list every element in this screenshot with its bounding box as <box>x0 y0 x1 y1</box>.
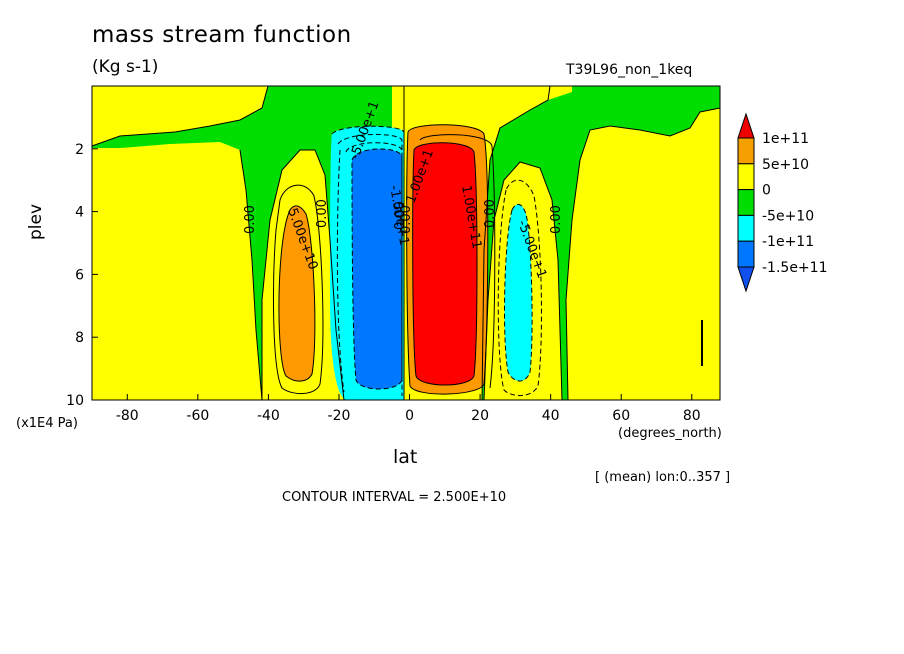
x-tick-label: 80 <box>683 408 701 424</box>
contour-lines <box>91 85 721 401</box>
x-axis-unit: (degrees_north) <box>618 426 722 441</box>
x-tick-label: 0 <box>405 408 414 424</box>
colorbar-segment <box>737 137 755 165</box>
region-blue-south <box>352 148 402 389</box>
region-cyan-north <box>504 204 533 381</box>
contour-label: 0.00 <box>393 201 408 230</box>
region-orange-south <box>278 205 315 382</box>
colorbar: 1e+11 5e+10 0 -5e+10 -1e+11 -1.5e+11 <box>737 112 827 293</box>
y-tick-label: 4 <box>75 205 84 221</box>
chart-title: mass stream function <box>92 22 352 48</box>
plot-frame <box>91 85 721 401</box>
x-axis-label: lat <box>393 446 418 468</box>
colorbar-label: -1.5e+11 <box>762 260 827 276</box>
colorbar-segment <box>737 214 755 242</box>
colorbar-label: 0 <box>762 183 771 199</box>
x-tick-label: -40 <box>257 408 280 424</box>
chart-units: (Kg s-1) <box>92 57 159 77</box>
contour-label: 0.00 <box>549 205 564 234</box>
y-tick-label: 6 <box>75 267 84 283</box>
colorbar-segment <box>737 189 755 216</box>
region-red-north <box>412 142 477 385</box>
colorbar-top-triangle <box>737 112 755 139</box>
colorbar-label: -5e+10 <box>762 208 814 224</box>
colorbar-segment <box>737 163 755 191</box>
y-tick-label: 10 <box>66 393 84 409</box>
run-label: T39L96_non_1keq <box>566 62 693 78</box>
colorbar-segment <box>737 240 755 268</box>
x-tick-label: -60 <box>186 408 209 424</box>
contour-lines-dashed <box>331 125 542 396</box>
contour-label: 0.00 <box>483 199 498 228</box>
x-axis: -80 -60 -40 -20 0 20 40 60 80 <box>116 394 701 424</box>
y-tick-label: 2 <box>75 142 84 158</box>
y-axis: 2 4 6 8 10 <box>66 142 98 409</box>
colorbar-label: 5e+10 <box>762 157 809 173</box>
y-axis-label: plev <box>26 203 46 240</box>
y-tick-label: 8 <box>75 330 84 346</box>
y-axis-unit: (x1E4 Pa) <box>16 416 78 431</box>
x-tick-label: 40 <box>542 408 560 424</box>
colorbar-label: 1e+11 <box>762 131 809 147</box>
x-tick-label: 20 <box>471 408 489 424</box>
x-tick-label: -80 <box>116 408 139 424</box>
colorbar-label: -1e+11 <box>762 234 814 250</box>
colorbar-bottom-triangle <box>737 266 755 293</box>
plot-area: 0.00 0.00 0.00 0.00 0.00 0.00 5.00e+10 -… <box>91 85 721 401</box>
contour-label: 0.00 <box>399 205 414 234</box>
x-tick-label: 60 <box>612 408 630 424</box>
mean-annotation: [ (mean) lon:0..357 ] <box>595 470 731 485</box>
contour-interval: CONTOUR INTERVAL = 2.500E+10 <box>282 490 507 505</box>
contour-label: 0.00 <box>243 205 258 234</box>
contour-label: 0.00 <box>315 199 330 228</box>
x-tick-label: -20 <box>328 408 351 424</box>
